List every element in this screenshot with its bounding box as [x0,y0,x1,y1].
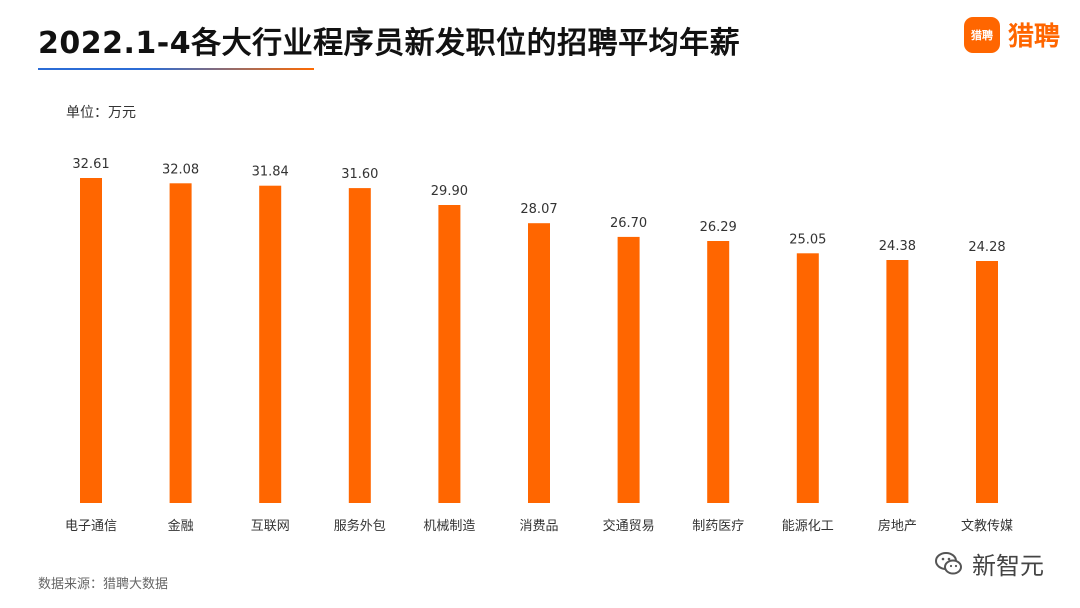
value-label-9: 24.38 [879,239,916,254]
value-label-6: 26.70 [610,216,647,231]
bar-9 [886,260,909,503]
watermark: 新智元 [934,546,1044,581]
category-label-10: 文教传媒 [961,518,1013,534]
unit-label: 单位：万元 [66,105,136,121]
value-label-4: 29.90 [431,184,468,199]
value-label-7: 26.29 [700,220,737,235]
category-label-6: 交通贸易 [603,518,655,534]
category-label-3: 服务外包 [334,518,386,534]
value-label-3: 31.60 [341,167,378,182]
title-underline [38,68,314,70]
category-label-1: 金融 [168,518,194,534]
category-label-7: 制药医疗 [692,519,744,534]
value-label-10: 24.28 [968,240,1005,255]
bar-1 [169,183,192,504]
bar-6 [617,236,640,503]
bar-4 [438,205,461,503]
bar-3 [348,188,371,503]
liepin-logo-icon: 猎聘 [963,16,1000,53]
chart-title: 2022.1-4各大行业程序员新发职位的招聘平均年薪 [38,26,741,61]
value-label-8: 25.05 [789,232,826,247]
bar-8 [796,253,819,503]
value-label-5: 28.07 [520,202,557,217]
category-label-4: 机械制造 [423,519,475,534]
bar-10 [976,261,998,503]
liepin-logo-text: 猎聘 [1007,22,1060,52]
category-label-8: 能源化工 [782,519,834,534]
watermark-text: 新智元 [972,552,1044,580]
category-label-2: 互联网 [251,519,290,534]
liepin-logo: 猎聘 猎聘 [963,16,1060,53]
bar-0 [80,178,102,503]
value-label-1: 32.08 [162,162,199,177]
category-label-5: 消费品 [519,519,558,534]
wechat-icon [935,551,962,574]
bar-5 [528,223,550,503]
category-label-9: 房地产 [878,518,917,534]
value-label-0: 32.61 [72,157,109,172]
category-label-0: 电子通信 [65,519,117,534]
bar-2 [259,185,282,503]
value-label-2: 31.84 [252,165,289,180]
data-source-note: 数据来源：猎聘大数据 [38,577,169,592]
bar-7 [707,241,730,503]
